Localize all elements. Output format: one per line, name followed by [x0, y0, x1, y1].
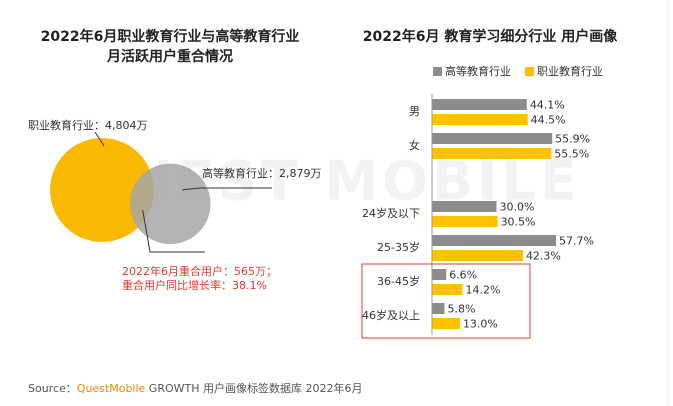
bar [432, 269, 447, 280]
chart-title: 月活跃用户重合情况 [106, 48, 233, 65]
leader-line [182, 187, 272, 191]
set-circle [129, 163, 211, 245]
y-tick-label: 25-35岁 [377, 240, 420, 254]
annotation: 2022年6月重合用户：565万； [122, 264, 277, 278]
annotation: 重合用户同比增长率：38.1% [122, 278, 267, 292]
chart-title: 2022年6月 教育学习细分行业 用户画像 [363, 28, 618, 45]
legend-label: 高等教育行业 [445, 64, 511, 78]
bar [432, 148, 552, 159]
legend-swatch [525, 67, 534, 76]
set-label: 职业教育行业：4,804万 [28, 118, 148, 132]
set-label: 高等教育行业：2,879万 [202, 166, 322, 180]
source-brand: QuestMobile [77, 382, 146, 395]
leader-line [142, 209, 205, 253]
bar [432, 235, 557, 246]
bar [432, 114, 528, 125]
value-label: 14.2% [466, 284, 501, 297]
value-label: 30.5% [501, 216, 536, 229]
bar [432, 201, 497, 212]
y-tick-label: 36-45岁 [377, 274, 420, 288]
value-label: 55.5% [554, 148, 589, 161]
y-tick-label: 24岁及以下 [362, 206, 420, 220]
legend-swatch [433, 67, 442, 76]
y-tick-label: 46岁及以上 [362, 308, 420, 322]
highlight-box [361, 263, 531, 339]
value-label: 6.6% [449, 269, 477, 282]
source-text: GROWTH 用户画像标签数据库 2022年6月 [145, 381, 362, 395]
value-label: 30.0% [500, 201, 535, 214]
value-label: 55.9% [555, 133, 590, 146]
bar [432, 133, 553, 144]
value-label: 13.0% [463, 318, 498, 331]
y-tick-label: 男 [409, 105, 420, 118]
bar [432, 250, 523, 261]
value-label: 42.3% [526, 250, 561, 263]
bar [432, 284, 463, 295]
bar [432, 303, 445, 314]
value-label: 44.1% [530, 99, 565, 112]
bar [432, 216, 498, 227]
value-label: 44.5% [531, 114, 566, 127]
y-tick-label: 女 [409, 138, 420, 152]
value-label: 57.7% [559, 235, 594, 248]
set-circle [50, 138, 154, 242]
leader-line [94, 131, 105, 147]
legend-label: 职业教育行业 [537, 64, 603, 78]
value-label: 5.8% [447, 303, 475, 316]
chart-title: 2022年6月职业教育行业与高等教育行业 [41, 28, 300, 45]
source: Source：QuestMobile GROWTH 用户画像标签数据库 2022… [28, 381, 363, 395]
bar [432, 318, 460, 329]
bar [432, 99, 527, 110]
source-prefix: Source： [28, 382, 77, 395]
